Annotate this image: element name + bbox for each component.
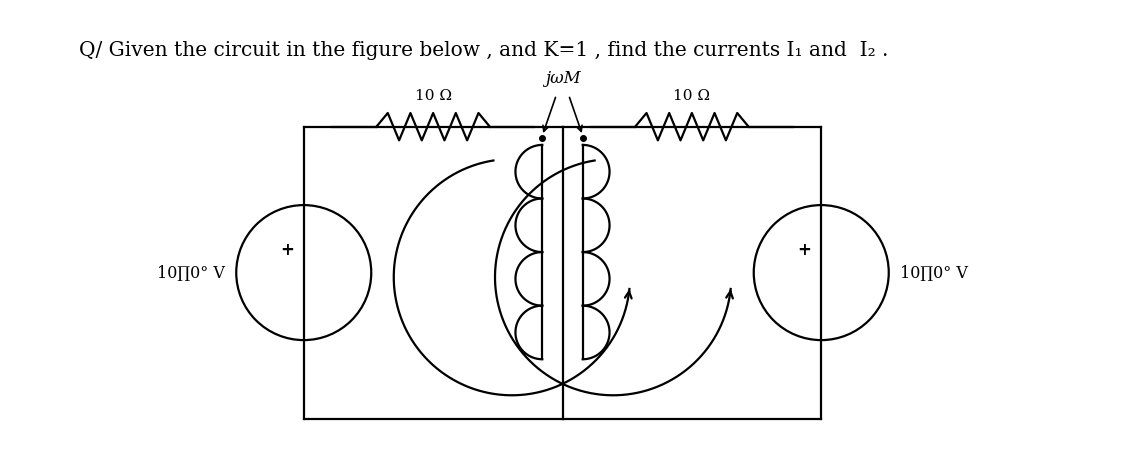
Text: 10 Ω: 10 Ω — [415, 88, 451, 102]
Text: jωM: jωM — [544, 70, 580, 86]
Text: 10 Ω: 10 Ω — [674, 88, 710, 102]
Text: +: + — [798, 240, 811, 258]
Text: +: + — [280, 240, 294, 258]
Text: 10∏0° V: 10∏0° V — [900, 264, 967, 282]
Text: Q/ Given the circuit in the figure below , and K=1 , find the currents I₁ and  I: Q/ Given the circuit in the figure below… — [79, 41, 888, 60]
Text: 10∏0° V: 10∏0° V — [158, 264, 225, 282]
